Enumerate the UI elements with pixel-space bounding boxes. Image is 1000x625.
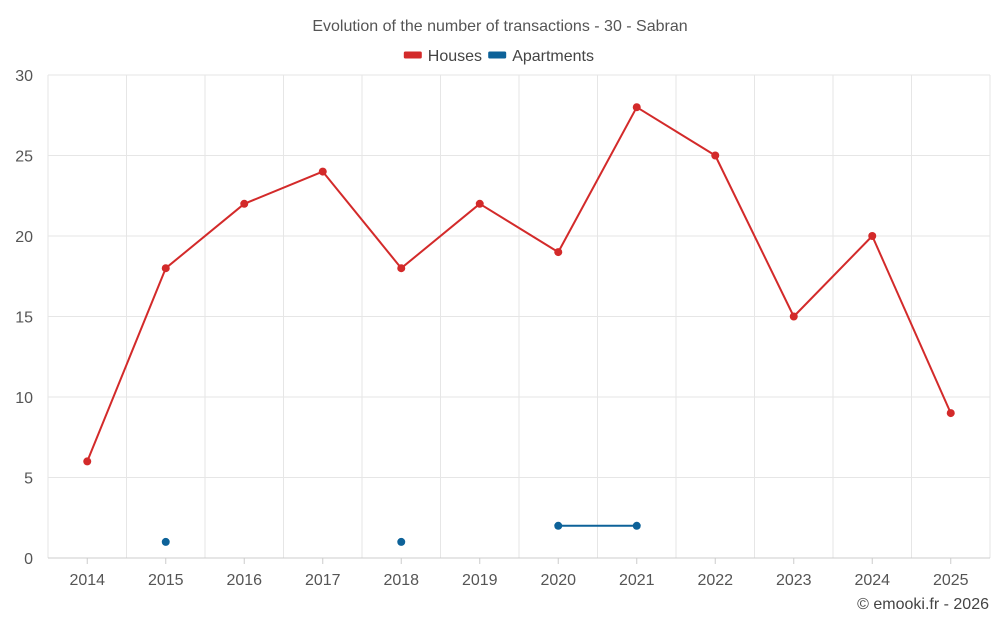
x-tick-label: 2014 — [69, 572, 105, 589]
credit-text: © emooki.fr - 2026 — [857, 596, 989, 613]
series-line-segment — [871, 235, 952, 414]
y-tick-label: 10 — [15, 390, 33, 407]
x-tick-label: 2024 — [854, 572, 890, 589]
data-point[interactable] — [554, 248, 563, 257]
legend: Houses Apartments — [403, 48, 594, 65]
x-tick-label: 2019 — [462, 572, 498, 589]
legend-label: Apartments — [512, 48, 594, 65]
data-point[interactable] — [318, 167, 327, 176]
legend-label: Houses — [428, 48, 482, 65]
x-tick-label: 2025 — [933, 572, 969, 589]
chart-title: Evolution of the number of transactions … — [312, 18, 687, 35]
series-line-segment — [400, 203, 481, 269]
x-tick-label: 2021 — [619, 572, 655, 589]
y-tick-label: 25 — [15, 149, 33, 166]
y-tick-label: 0 — [24, 551, 33, 568]
series-layer — [83, 103, 955, 546]
data-point[interactable] — [789, 312, 798, 321]
series-line-segment — [793, 235, 873, 318]
data-point[interactable] — [161, 537, 170, 546]
legend-swatch — [403, 51, 422, 59]
data-point[interactable] — [161, 264, 170, 273]
data-point[interactable] — [397, 264, 406, 273]
data-point[interactable] — [632, 103, 641, 112]
x-axis-ticks: 2014 2015 2016 2017 2018 2019 2020 2021 2022 2023… — [69, 558, 969, 589]
series-line-segment — [321, 170, 403, 269]
y-tick-label: 20 — [15, 229, 33, 246]
series-line-segment — [86, 267, 167, 462]
x-tick-label: 2023 — [776, 572, 812, 589]
series-line-segment — [714, 155, 795, 317]
data-point[interactable] — [711, 151, 720, 160]
series-line-segment — [479, 202, 559, 253]
series-line-segment — [165, 203, 245, 269]
data-point[interactable] — [397, 537, 406, 546]
data-point[interactable] — [868, 232, 877, 240]
x-tick-label: 2022 — [697, 572, 733, 589]
series-line-segment — [557, 106, 638, 253]
x-tick-label: 2020 — [540, 572, 576, 589]
y-tick-label: 15 — [15, 310, 33, 327]
y-tick-label: 5 — [24, 471, 33, 488]
series-line-segment — [636, 106, 716, 157]
series-line-segment — [243, 170, 324, 205]
x-tick-label: 2016 — [226, 572, 262, 589]
data-point[interactable] — [632, 521, 641, 530]
y-axis-ticks: 0 5 10 15 20 25 30 — [15, 68, 33, 568]
gridlines — [47, 74, 991, 559]
data-point[interactable] — [554, 521, 563, 530]
series-apartments — [161, 521, 641, 546]
data-point[interactable] — [475, 199, 484, 208]
data-point[interactable] — [946, 409, 955, 418]
x-tick-label: 2018 — [383, 572, 419, 589]
series-houses — [83, 103, 955, 466]
y-tick-label: 30 — [15, 68, 33, 85]
data-point[interactable] — [83, 457, 92, 466]
x-tick-label: 2015 — [148, 572, 184, 589]
legend-item-apartments[interactable]: Apartments — [488, 48, 594, 65]
legend-swatch — [488, 51, 507, 59]
legend-item-houses[interactable]: Houses — [403, 48, 482, 65]
x-tick-label: 2017 — [305, 572, 341, 589]
data-point[interactable] — [240, 199, 249, 208]
